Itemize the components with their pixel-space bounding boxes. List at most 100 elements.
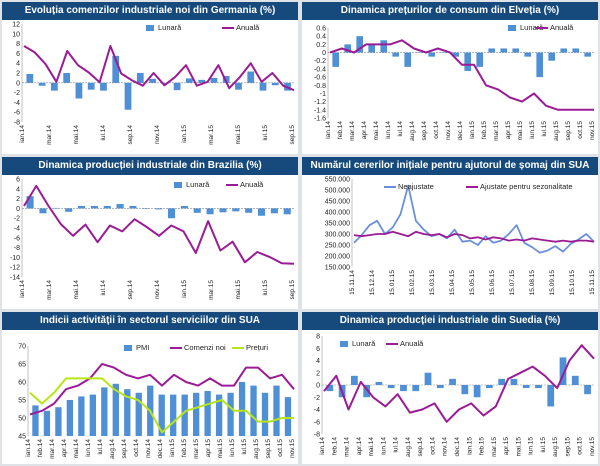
- bar: [284, 397, 292, 436]
- bar: [136, 73, 144, 83]
- x-tick-label: dec.14: [454, 437, 461, 457]
- legend-label: Comenzi noi: [184, 343, 226, 352]
- x-tick-label: ian.15: [181, 125, 188, 143]
- line-anuala: [323, 344, 595, 423]
- x-tick-label: mai.14: [73, 280, 80, 300]
- x-tick-label: oct.15: [277, 439, 284, 457]
- legend-label: Anuală: [236, 23, 260, 32]
- y-tick-label: 450.000: [325, 199, 350, 206]
- x-tick-label: iun.14: [85, 439, 92, 457]
- y-tick-label: 200.000: [325, 254, 350, 261]
- line-comenzi-noi: [29, 363, 295, 416]
- y-tick-label: 150.000: [325, 265, 350, 272]
- bar: [332, 52, 339, 67]
- y-tick-label: -12: [10, 265, 20, 272]
- x-tick-label: iul.14: [97, 439, 104, 455]
- y-tick-label: -4: [14, 100, 20, 107]
- legend-swatch: [508, 25, 516, 31]
- bar: [222, 75, 230, 83]
- y-tick-label: -2: [314, 395, 320, 402]
- x-tick-label: nov.14: [145, 439, 152, 458]
- y-tick-label: 0: [322, 50, 326, 57]
- x-tick-label: 15.03.15: [429, 270, 436, 296]
- x-tick-label: mai.15: [217, 439, 224, 459]
- bar: [440, 52, 447, 54]
- bar: [198, 79, 206, 83]
- bar: [461, 385, 469, 395]
- bar: [112, 383, 119, 436]
- bar: [186, 78, 193, 83]
- x-tick-label: 15.09.15: [549, 270, 556, 296]
- x-tick-label: sep.14: [127, 280, 134, 300]
- x-tick-label: ian.14: [19, 280, 26, 298]
- y-tick-label: 300.000: [325, 232, 350, 239]
- bar: [32, 405, 39, 436]
- bar: [500, 48, 507, 53]
- bar: [180, 205, 188, 209]
- bar: [206, 208, 214, 215]
- x-tick-label: mai.15: [515, 437, 522, 457]
- bar: [512, 48, 519, 53]
- x-tick-label: mai.15: [235, 125, 242, 145]
- x-tick-label: sep.15: [289, 125, 296, 145]
- bar: [392, 52, 399, 57]
- x-tick-label: mar.15: [208, 125, 215, 145]
- bar: [547, 385, 555, 407]
- legend-label: Lunară: [158, 23, 182, 32]
- x-tick-label: nov.15: [289, 439, 296, 458]
- y-tick-label: -6: [14, 235, 20, 242]
- x-tick-label: mai.15: [235, 280, 242, 300]
- bar: [473, 385, 481, 398]
- x-tick-label: oct.14: [429, 437, 436, 455]
- chart-title: Evoluția comenzilor industriale noi din …: [2, 2, 298, 20]
- y-tick-label: 50: [18, 416, 26, 423]
- bar: [486, 385, 493, 389]
- x-tick-label: apr.14: [61, 439, 68, 457]
- bar: [129, 205, 137, 209]
- x-tick-label: mar.14: [46, 280, 53, 300]
- y-tick-label: -0.6: [314, 75, 326, 82]
- y-tick-label: -10: [10, 255, 20, 262]
- legend-label: Lunară: [352, 339, 376, 348]
- y-tick-label: -6: [14, 110, 20, 117]
- legend-swatch: [124, 345, 132, 351]
- x-tick-label: ian.14: [325, 121, 332, 139]
- bar: [536, 52, 543, 78]
- bar: [89, 394, 96, 436]
- bar: [449, 378, 456, 385]
- x-tick-label: ian.14: [25, 439, 32, 457]
- x-tick-label: iul.15: [541, 121, 548, 137]
- y-tick-label: 10: [12, 31, 20, 38]
- bar: [100, 82, 107, 91]
- panel-sua-servicii: Indicii activității în sectorul servicii…: [2, 312, 298, 464]
- legend-label: Lunară: [186, 180, 210, 189]
- x-tick-label: mai.14: [73, 125, 80, 145]
- bar: [78, 205, 86, 209]
- x-tick-label: sep.15: [289, 280, 296, 300]
- bar: [26, 73, 34, 83]
- y-tick-label: 60: [18, 380, 26, 387]
- x-tick-label: iul.14: [393, 437, 400, 453]
- legend-label: Neajustate: [398, 182, 434, 191]
- chart-title: Dinamica producției industriale din Sued…: [302, 312, 598, 330]
- bar: [158, 394, 165, 436]
- bar: [193, 208, 201, 213]
- y-tick-label: 350.000: [325, 221, 350, 228]
- x-tick-label: ian.15: [181, 280, 188, 298]
- bar: [149, 78, 156, 83]
- bar: [571, 375, 579, 385]
- panel-germania: Evoluția comenzilor industriale noi din …: [2, 2, 298, 154]
- bar: [436, 385, 444, 389]
- x-tick-label: sep.14: [421, 121, 428, 141]
- y-tick-label: 0.4: [316, 34, 326, 41]
- x-tick-label: iul.15: [262, 280, 269, 296]
- x-tick-label: 15.05.15: [469, 270, 476, 296]
- y-tick-label: 6: [316, 346, 320, 353]
- y-tick-label: -0.8: [314, 83, 326, 90]
- x-tick-label: iun.15: [529, 121, 536, 139]
- bar: [344, 44, 351, 53]
- x-tick-label: nov.14: [442, 437, 449, 456]
- bar: [26, 196, 34, 209]
- bar: [380, 40, 387, 53]
- bar: [219, 208, 227, 213]
